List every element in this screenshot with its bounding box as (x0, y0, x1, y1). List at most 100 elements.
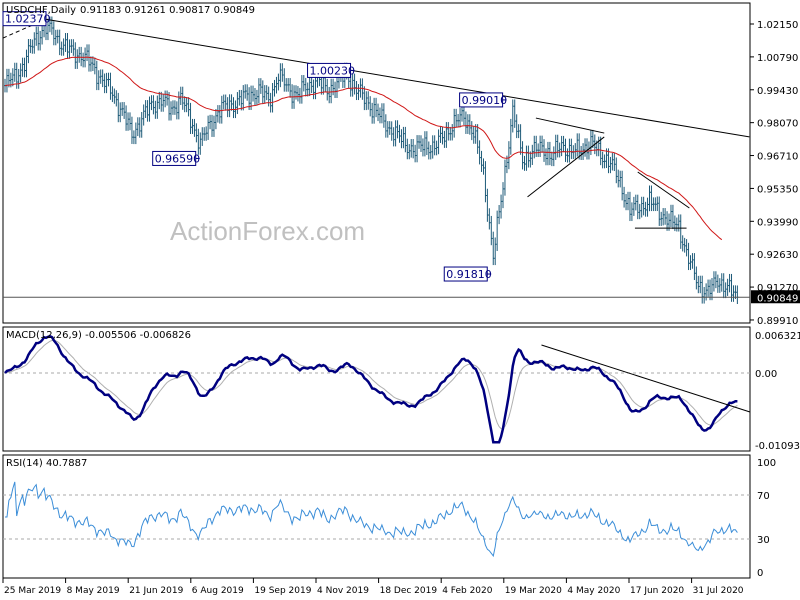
price-bar (398, 124, 401, 143)
price-bar (246, 84, 249, 101)
price-bar (548, 141, 551, 166)
price-tick-label: 0.98070 (757, 119, 798, 130)
price-bar (611, 153, 614, 171)
price-annotation: 1.00230 (307, 62, 356, 78)
price-bar (158, 91, 161, 110)
price-bar (412, 139, 415, 159)
time-tick-label: 17 Jun 2020 (630, 586, 684, 596)
price-bar (377, 103, 380, 122)
price-bar (300, 75, 303, 104)
price-bar (11, 68, 14, 87)
price-bar (123, 102, 126, 119)
price-tick-label: 0.89910 (757, 316, 798, 327)
price-bar (722, 273, 725, 299)
price-bar (214, 109, 217, 130)
time-tick-label: 19 Mar 2020 (505, 586, 562, 596)
price-bar (453, 108, 456, 138)
price-bar (496, 210, 499, 252)
price-bar (5, 68, 8, 93)
price-bar (109, 72, 112, 100)
price-bar (546, 141, 549, 166)
price-bar (119, 102, 122, 123)
rsi-label: RSI(14) 40.7887 (6, 458, 87, 469)
price-bar (304, 77, 307, 97)
price-bar (599, 136, 602, 166)
time-tick-label: 4 May 2020 (567, 586, 620, 596)
price-bar (429, 145, 432, 160)
price-bar (205, 126, 208, 141)
price-bar (267, 86, 270, 107)
price-bar (654, 197, 657, 212)
price-bar (203, 127, 206, 141)
price-bar (640, 196, 643, 218)
macd-tick-label: 0.006321 (755, 331, 800, 342)
price-bar (302, 75, 305, 92)
price-bar (550, 151, 553, 167)
price-bar (523, 155, 526, 171)
price-bar (175, 101, 178, 120)
price-bar (613, 153, 616, 172)
price-bar (209, 114, 212, 130)
price-bar (326, 78, 329, 101)
price-bar (93, 57, 96, 75)
price-bar (117, 92, 120, 123)
price-bar (259, 78, 262, 94)
price-bar (183, 96, 186, 113)
price-bar (502, 182, 505, 209)
price-bar (419, 135, 422, 152)
price-bar (382, 103, 385, 128)
price-bar (298, 87, 301, 104)
price-bar (160, 91, 163, 112)
price-bar (584, 138, 587, 157)
price-bar (273, 79, 276, 97)
rsi-tick-label: 0 (757, 568, 763, 579)
price-bar (679, 214, 682, 249)
price-bar (699, 275, 702, 294)
price-bar (441, 126, 444, 145)
price-bar (511, 99, 514, 133)
time-tick-label: 25 Mar 2019 (4, 586, 61, 596)
price-bar (95, 60, 98, 91)
price-bar (552, 146, 555, 167)
price-bar (476, 124, 479, 154)
price-bar (216, 105, 219, 123)
price-bar (138, 117, 141, 138)
price-bar (355, 80, 358, 101)
price-bar (25, 49, 28, 78)
price-bar (154, 100, 157, 119)
price-bar (76, 49, 79, 69)
price-bar (162, 93, 165, 112)
price-bar (222, 94, 225, 110)
price-bar (253, 88, 256, 106)
price-bar (605, 148, 608, 169)
macd-panel (3, 334, 751, 444)
main-panel-frame (2, 2, 751, 324)
price-bar (488, 208, 491, 230)
price-bar (130, 116, 133, 144)
price-bar (201, 127, 204, 146)
price-bar (519, 124, 522, 155)
price-bar (537, 143, 540, 157)
annotation-box (2, 11, 47, 27)
price-bar (296, 86, 299, 102)
macd-tick-label: -0.010939 (755, 441, 800, 452)
macd-line (4, 334, 738, 444)
price-bar (652, 197, 655, 212)
price-bar (373, 97, 376, 124)
price-bar (39, 30, 42, 51)
price-bar (662, 208, 665, 226)
price-bar (726, 278, 729, 296)
price-bar (664, 208, 667, 225)
price-bar (207, 115, 210, 140)
price-bar (7, 68, 10, 88)
price-bar (544, 148, 547, 166)
price-bar (425, 131, 428, 156)
annotation-label: 1.00230 (310, 64, 356, 77)
price-bar (627, 191, 630, 211)
price-bar (244, 84, 247, 99)
price-bar (591, 129, 594, 148)
price-bar (630, 202, 633, 222)
axes: 1.02150 1.00790 0.99430 0.98070 0.96710 0.953… (2, 20, 800, 596)
price-bar (710, 277, 713, 301)
